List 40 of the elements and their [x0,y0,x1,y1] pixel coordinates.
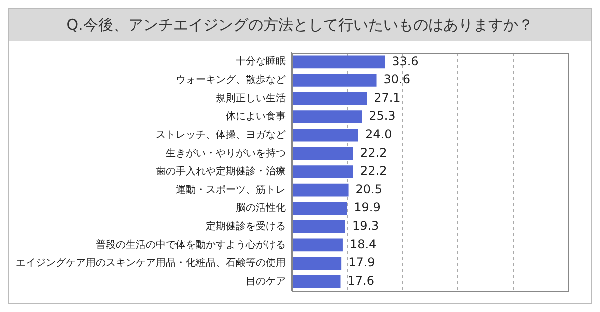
data-label: 27.1 [374,90,401,105]
data-label: 19.3 [352,219,380,234]
data-label: 33.6 [392,54,419,68]
y-tick-label: 歯の手入れや定期健診・治療 [156,166,286,178]
y-tick-label: 体によい食事 [226,110,286,123]
y-tick-label: 生きがい・やりがいを持つ [166,147,286,160]
bar [292,147,354,160]
y-tick-label: 目のケア [246,276,286,288]
data-label: 22.2 [360,146,388,160]
bar [292,275,341,288]
bar [292,238,343,252]
bar [292,74,377,87]
y-tick-label: 規則正しい生活 [216,92,286,104]
data-label: 22.2 [360,164,388,178]
data-label: 25.3 [369,109,396,124]
chart-title: Q.今後、アンチエイジングの方法として行いたいものはありますか？ [9,9,591,41]
y-tick-label: ウォーキング、散歩など [176,74,286,86]
y-tick-label: 十分な睡眠 [236,56,286,68]
y-tick-label: 普段の生活の中で体を動かすよう心がける [96,238,286,251]
bar [292,257,342,270]
bar [292,110,362,124]
y-tick-label: 定期健診を受ける [206,220,286,233]
data-label: 19.9 [354,200,381,215]
y-tick-label: 運動・スポーツ、筋トレ [176,184,286,196]
bar [292,128,358,142]
data-label: 18.4 [350,237,377,252]
y-tick-label: ストレッチ、体操、ヨガなど [156,128,286,141]
bar [292,202,348,216]
data-label: 17.6 [348,274,374,288]
bar [292,92,368,106]
bar [292,184,349,197]
bar [292,56,386,69]
data-label: 17.9 [348,256,376,270]
bar [292,166,354,178]
data-label: 20.5 [356,182,383,196]
data-label: 30.6 [384,72,410,87]
data-label: 24.0 [365,128,392,142]
y-tick-label: エイジングケア用のスキンケア用品・化粧品、石鹸等の使用 [16,257,286,270]
y-tick-label: 脳の活性化 [236,202,286,214]
bar [292,220,346,234]
